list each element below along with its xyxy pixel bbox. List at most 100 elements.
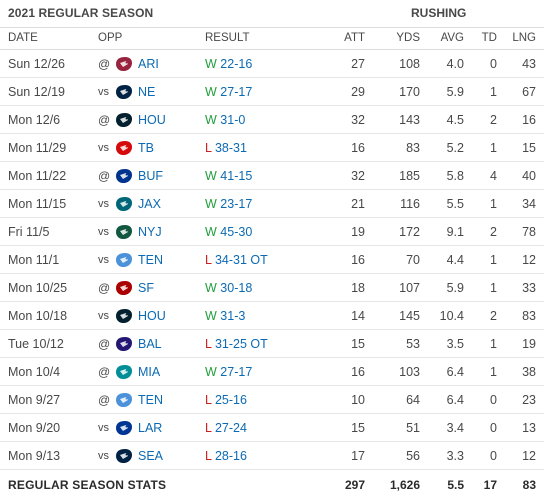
game-score-link[interactable]: 27-17 (220, 85, 252, 99)
opponent-link[interactable]: HOU (138, 309, 166, 323)
game-score-link[interactable]: 28-16 (215, 449, 247, 463)
result-cell: L 38-31 (205, 134, 325, 162)
game-date: Mon 11/22 (0, 162, 98, 190)
game-score-link[interactable]: 38-31 (215, 141, 247, 155)
dolphins-logo[interactable] (114, 363, 134, 381)
game-score-link[interactable]: 27-17 (220, 365, 252, 379)
rush-long: 67 (497, 78, 544, 106)
rush-yards: 64 (365, 386, 420, 414)
result-cell: L 25-16 (205, 386, 325, 414)
opponent-cell: @MIA (98, 358, 205, 386)
column-header-row: DATE OPP RESULT ATT YDS AVG TD LNG (0, 27, 544, 50)
49ers-logo[interactable] (114, 279, 134, 297)
jaguars-logo[interactable] (114, 195, 134, 213)
seahawks-logo[interactable] (114, 447, 134, 465)
texans-logo[interactable] (114, 307, 134, 325)
game-score-link[interactable]: 41-15 (220, 169, 252, 183)
home-away-indicator: @ (98, 113, 114, 127)
rush-attempts: 10 (325, 386, 365, 414)
game-score-link[interactable]: 25-16 (215, 393, 247, 407)
game-score-link[interactable]: 45-30 (220, 225, 252, 239)
texans-logo[interactable] (114, 111, 134, 129)
totals-att: 297 (325, 470, 365, 500)
game-date: Mon 12/6 (0, 106, 98, 134)
opponent-link[interactable]: NE (138, 85, 155, 99)
ravens-logo[interactable] (114, 335, 134, 353)
game-score-link[interactable]: 30-18 (220, 281, 252, 295)
rush-yards: 107 (365, 274, 420, 302)
opponent-link[interactable]: TEN (138, 393, 163, 407)
opponent-cell: @ SF (98, 274, 205, 302)
totals-td: 17 (464, 470, 497, 500)
rush-touchdowns: 1 (464, 190, 497, 218)
result-cell: L 28-16 (205, 442, 325, 470)
loss-indicator: L (205, 393, 212, 407)
titans-logo[interactable] (114, 251, 134, 269)
home-away-indicator: vs (98, 422, 114, 434)
opponent-link[interactable]: SF (138, 281, 154, 295)
season-totals-row: REGULAR SEASON STATS 297 1,626 5.5 17 83 (0, 470, 544, 500)
opponent-link[interactable]: SEA (138, 449, 163, 463)
opponent-link[interactable]: TB (138, 141, 154, 155)
game-score-link[interactable]: 22-16 (220, 57, 252, 71)
rush-attempts: 15 (325, 414, 365, 442)
game-score-link[interactable]: 31-0 (220, 113, 245, 127)
jets-logo[interactable] (114, 223, 134, 241)
result-cell: W 31-3 (205, 302, 325, 330)
game-score-link[interactable]: 31-3 (220, 309, 245, 323)
rush-attempts: 21 (325, 190, 365, 218)
opponent: @ARI (98, 55, 205, 73)
opponent-link[interactable]: BAL (138, 337, 162, 351)
home-away-indicator: @ (98, 281, 114, 295)
rush-attempts: 32 (325, 106, 365, 134)
rams-logo[interactable] (114, 419, 134, 437)
game-score-link[interactable]: 27-24 (215, 421, 247, 435)
win-indicator: W (205, 113, 217, 127)
result-cell: W 45-30 (205, 218, 325, 246)
buccaneers-logo[interactable] (114, 139, 134, 157)
rush-touchdowns: 1 (464, 274, 497, 302)
cardinals-logo[interactable] (114, 55, 134, 73)
loss-indicator: L (205, 421, 212, 435)
rush-long: 15 (497, 134, 544, 162)
rush-average: 3.3 (420, 442, 464, 470)
win-indicator: W (205, 281, 217, 295)
game-score-link[interactable]: 23-17 (220, 197, 252, 211)
rush-touchdowns: 0 (464, 414, 497, 442)
game-score-link[interactable]: 34-31 OT (215, 253, 268, 267)
opponent-link[interactable]: TEN (138, 253, 163, 267)
opponent-link[interactable]: BUF (138, 169, 163, 183)
patriots-logo[interactable] (114, 83, 134, 101)
rush-touchdowns: 2 (464, 302, 497, 330)
rush-attempts: 32 (325, 162, 365, 190)
result-cell: W 22-16 (205, 50, 325, 78)
col-header-opp: OPP (98, 27, 205, 50)
bills-logo[interactable] (114, 167, 134, 185)
rush-attempts: 29 (325, 78, 365, 106)
opponent-cell: @ HOU (98, 106, 205, 134)
rush-attempts: 15 (325, 330, 365, 358)
opponent-link[interactable]: HOU (138, 113, 166, 127)
result-cell: W 27-17 (205, 358, 325, 386)
game-date: Mon 11/15 (0, 190, 98, 218)
game-score-link[interactable]: 31-25 OT (215, 337, 268, 351)
opponent-link[interactable]: ARI (138, 57, 159, 71)
season-title: 2021 REGULAR SEASON (8, 6, 153, 20)
rush-long: 23 (497, 386, 544, 414)
opponent-link[interactable]: NYJ (138, 225, 162, 239)
opponent-link[interactable]: MIA (138, 365, 160, 379)
rush-touchdowns: 2 (464, 218, 497, 246)
rush-yards: 145 (365, 302, 420, 330)
opponent-link[interactable]: LAR (138, 421, 162, 435)
titans-logo[interactable] (114, 391, 134, 409)
opponent-link[interactable]: JAX (138, 197, 161, 211)
